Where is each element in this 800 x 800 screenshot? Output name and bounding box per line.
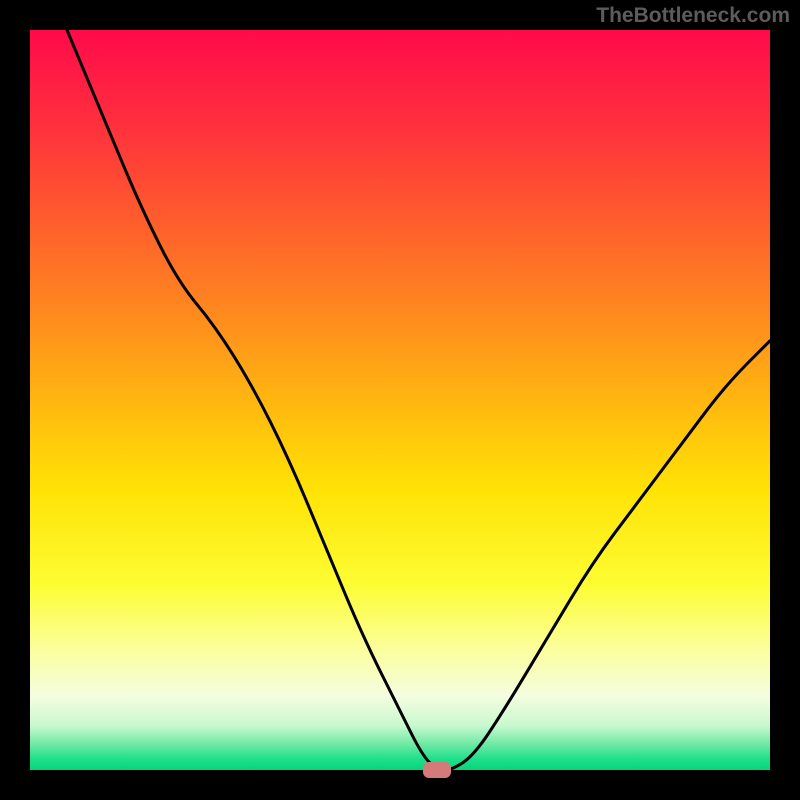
min-marker — [423, 762, 451, 778]
watermark-text: TheBottleneck.com — [596, 4, 790, 28]
bottleneck-chart — [0, 0, 800, 800]
chart-container: TheBottleneck.com — [0, 0, 800, 800]
chart-plot-bg — [30, 30, 770, 770]
